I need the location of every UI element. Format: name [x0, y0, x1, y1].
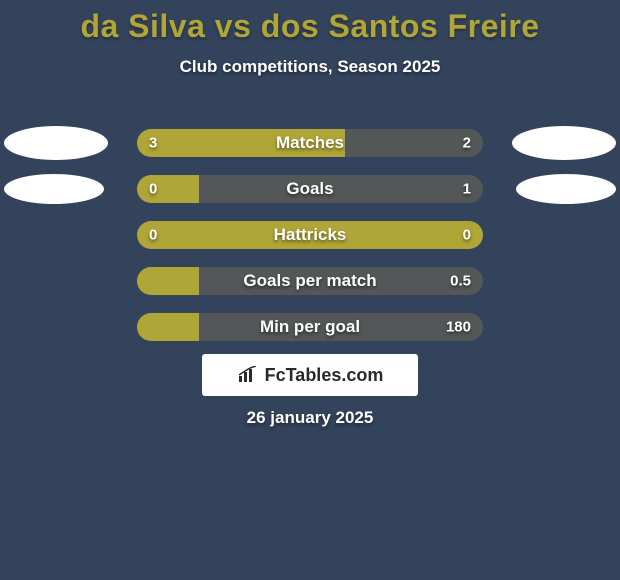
date-label: 26 january 2025	[0, 408, 620, 428]
bar-track: Hattricks00	[137, 221, 483, 249]
bar-track: Matches32	[137, 129, 483, 157]
bar-fill-right	[345, 129, 483, 157]
player-avatar-right	[516, 174, 616, 204]
bar-fill-left	[137, 313, 199, 341]
bar-row: Goals01	[0, 166, 620, 212]
player-avatar-left	[4, 126, 108, 160]
bar-fill-left	[137, 129, 345, 157]
comparison-infographic: da Silva vs dos Santos Freire Club compe…	[0, 0, 620, 580]
player-avatar-left	[4, 174, 104, 204]
bar-track: Goals01	[137, 175, 483, 203]
bar-fill-right	[199, 175, 483, 203]
player-avatar-right	[512, 126, 616, 160]
page-subtitle: Club competitions, Season 2025	[0, 57, 620, 77]
bar-track: Goals per match0.5	[137, 267, 483, 295]
bar-fill-left	[137, 267, 199, 295]
bar-fill-left	[137, 221, 483, 249]
bar-row: Goals per match0.5	[0, 258, 620, 304]
page-title: da Silva vs dos Santos Freire	[0, 0, 620, 45]
bar-track: Min per goal180	[137, 313, 483, 341]
source-logo: FcTables.com	[202, 354, 418, 396]
bar-fill-right	[199, 267, 483, 295]
bar-fill-right	[199, 313, 483, 341]
bars-area: Matches32 Goals01 Hattricks00 Goals per mat…	[0, 120, 620, 350]
bar-row: Hattricks00	[0, 212, 620, 258]
chart-icon	[237, 366, 259, 384]
bar-row: Matches32	[0, 120, 620, 166]
bar-fill-left	[137, 175, 199, 203]
logo-text: FcTables.com	[265, 365, 384, 386]
bar-row: Min per goal180	[0, 304, 620, 350]
